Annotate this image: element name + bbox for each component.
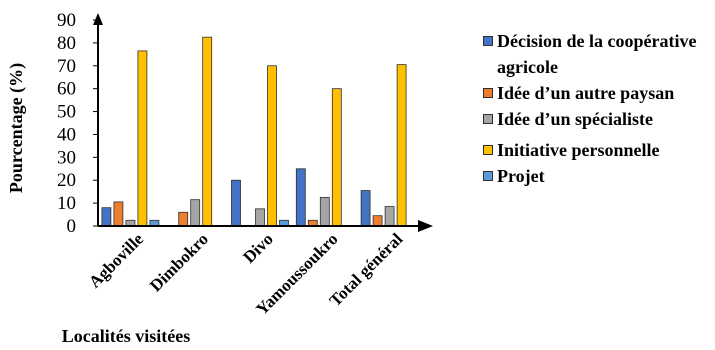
legend-item: Initiative personnelle bbox=[476, 137, 712, 163]
x-tick-label: Divo bbox=[239, 229, 276, 266]
y-tick-label: 90 bbox=[57, 10, 76, 31]
bar bbox=[137, 50, 148, 227]
legend-swatch bbox=[483, 145, 493, 155]
y-tick-label: 30 bbox=[57, 147, 76, 168]
legend-label: Décision de la coopérative agricole bbox=[497, 31, 697, 77]
bar bbox=[267, 65, 277, 227]
legend-item: Décision de la coopérative agricole bbox=[476, 28, 712, 80]
bar bbox=[231, 179, 241, 227]
bar bbox=[372, 215, 383, 227]
y-tick-label: 60 bbox=[57, 79, 76, 100]
bar bbox=[360, 190, 371, 227]
bar bbox=[113, 201, 124, 227]
legend-swatch bbox=[483, 36, 493, 46]
legend-label: Initiative personnelle bbox=[497, 140, 660, 160]
x-tick-label: Dimbokro bbox=[146, 229, 212, 295]
y-tick-label: 70 bbox=[57, 56, 76, 77]
bar bbox=[319, 196, 330, 227]
y-tick-label: 50 bbox=[57, 102, 76, 123]
y-tick-label: 20 bbox=[57, 170, 76, 191]
y-tick-label: 0 bbox=[67, 216, 77, 237]
legend-label: Idée d’un spécialiste bbox=[497, 109, 654, 129]
y-tick-label: 40 bbox=[57, 124, 76, 145]
bar bbox=[384, 206, 395, 227]
legend-swatch bbox=[483, 171, 493, 181]
bar bbox=[190, 199, 201, 227]
x-axis-title: Localités visitées bbox=[62, 326, 190, 346]
legend-label: Projet bbox=[497, 166, 545, 186]
bar bbox=[331, 88, 342, 227]
bar bbox=[101, 207, 112, 227]
y-tick-label: 80 bbox=[57, 33, 76, 54]
legend-label: Idée d’un autre paysan bbox=[497, 83, 675, 103]
x-tick-label: Agboville bbox=[85, 229, 148, 292]
legend-swatch bbox=[483, 114, 493, 124]
legend-item: Projet bbox=[476, 163, 712, 189]
y-axis-title: Pourcentage (%) bbox=[6, 63, 27, 193]
bar bbox=[202, 36, 213, 227]
legend-item: Idée d’un spécialiste bbox=[476, 106, 712, 132]
y-tick-label: 10 bbox=[57, 193, 76, 214]
bar bbox=[295, 168, 306, 227]
y-axis-arrow bbox=[93, 13, 103, 25]
x-axis-arrow bbox=[418, 220, 433, 232]
legend-swatch bbox=[483, 88, 493, 98]
legend: Décision de la coopérative agricole Idée… bbox=[476, 28, 712, 189]
legend-item: Idée d’un autre paysan bbox=[476, 80, 712, 106]
bar bbox=[396, 64, 407, 227]
bar bbox=[178, 211, 189, 227]
bar bbox=[255, 208, 265, 227]
